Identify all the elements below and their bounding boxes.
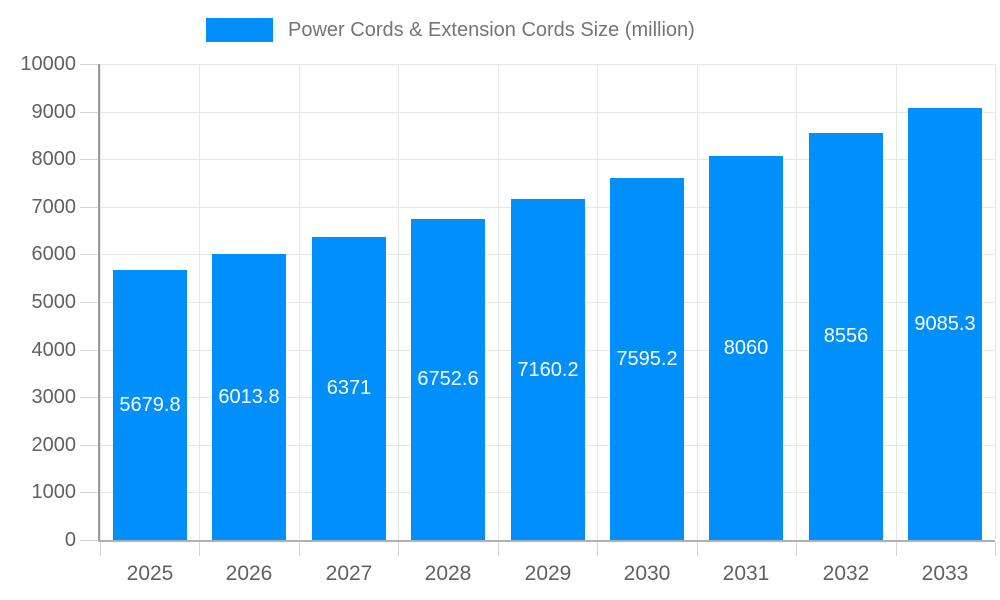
x-axis-tick — [498, 542, 499, 556]
bar[interactable] — [212, 254, 286, 540]
bar-value-label: 8556 — [823, 325, 869, 347]
y-axis-label: 2000 — [31, 434, 77, 456]
bar[interactable] — [610, 178, 684, 540]
y-axis-line — [98, 64, 100, 540]
x-axis-label: 2028 — [424, 562, 472, 585]
y-axis-label: 9000 — [31, 101, 77, 123]
x-axis-label: 2030 — [623, 562, 671, 585]
y-axis-label: 0 — [64, 529, 76, 551]
gridline-horizontal — [100, 112, 995, 113]
y-axis-label: 10000 — [20, 53, 76, 75]
x-axis-label: 2032 — [822, 562, 870, 585]
x-axis-label: 2033 — [921, 562, 969, 585]
bar-value-label: 9085.3 — [914, 313, 976, 335]
y-axis-tick — [80, 254, 100, 255]
bar[interactable] — [312, 237, 386, 540]
y-axis-tick — [80, 64, 100, 65]
gridline-horizontal — [100, 64, 995, 65]
x-axis-tick — [896, 542, 897, 556]
y-axis-label: 6000 — [31, 243, 77, 265]
bar[interactable] — [709, 156, 783, 540]
y-axis-tick — [80, 350, 100, 351]
y-axis-label: 8000 — [31, 148, 77, 170]
legend-swatch — [206, 18, 273, 42]
gridline-vertical — [995, 64, 996, 540]
gridline-horizontal — [100, 159, 995, 160]
x-axis-label: 2025 — [126, 562, 174, 585]
y-axis-label: 4000 — [31, 339, 77, 361]
x-axis-tick — [796, 542, 797, 556]
x-axis-tick — [100, 542, 101, 556]
y-axis-tick — [80, 302, 100, 303]
y-axis-tick — [80, 540, 100, 541]
bar-value-label: 8060 — [723, 337, 769, 359]
x-axis-tick — [199, 542, 200, 556]
y-axis-tick — [80, 492, 100, 493]
x-axis-label: 2026 — [225, 562, 273, 585]
x-axis-tick — [697, 542, 698, 556]
y-axis-tick — [80, 397, 100, 398]
x-axis-label: 2027 — [325, 562, 373, 585]
x-axis-tick — [398, 542, 399, 556]
bar[interactable] — [113, 270, 187, 540]
bar[interactable] — [809, 133, 883, 540]
y-axis-tick — [80, 445, 100, 446]
y-axis-tick — [80, 159, 100, 160]
bar[interactable] — [411, 219, 485, 540]
bar-value-label: 6752.6 — [417, 368, 479, 390]
y-axis-label: 7000 — [31, 196, 77, 218]
y-axis-label: 1000 — [31, 481, 77, 503]
bar-value-label: 6013.8 — [218, 386, 280, 408]
y-axis-tick — [80, 112, 100, 113]
bar-value-label: 7595.2 — [616, 348, 678, 370]
bar-value-label: 6371 — [326, 377, 372, 399]
x-axis-baseline — [98, 540, 995, 542]
x-axis-tick — [597, 542, 598, 556]
x-axis-tick — [299, 542, 300, 556]
legend-label: Power Cords & Extension Cords Size (mill… — [288, 19, 695, 41]
bar-value-label: 7160.2 — [517, 359, 579, 381]
bar[interactable] — [511, 199, 585, 540]
bar[interactable] — [908, 108, 982, 540]
x-axis-label: 2031 — [722, 562, 770, 585]
x-axis-tick — [995, 542, 996, 556]
y-axis-label: 5000 — [31, 291, 77, 313]
x-axis-label: 2029 — [524, 562, 572, 585]
y-axis-label: 3000 — [31, 386, 77, 408]
legend[interactable]: Power Cords & Extension Cords Size (mill… — [206, 18, 695, 42]
bar-value-label: 5679.8 — [119, 394, 181, 416]
y-axis-tick — [80, 207, 100, 208]
